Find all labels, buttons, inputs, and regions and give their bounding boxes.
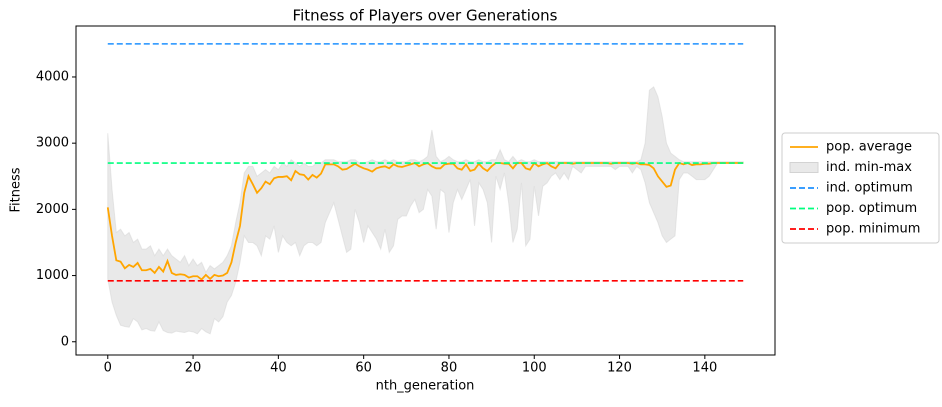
y-tick-label: 1000 — [36, 268, 69, 283]
y-axis-label: Fitness — [9, 167, 24, 212]
plot-frame — [75, 25, 776, 356]
legend-box — [781, 132, 940, 244]
y-tick-label: 3000 — [36, 136, 69, 151]
x-tick-label: 20 — [185, 361, 202, 376]
x-tick-label: 140 — [692, 361, 717, 376]
min-max-band — [107, 86, 744, 335]
legend-label: pop. average — [826, 140, 912, 155]
legend-label: ind. optimum — [826, 181, 913, 196]
chart-title: Fitness of Players over Generations — [293, 7, 558, 25]
y-tick-label: 0 — [61, 334, 69, 349]
y-tick-label: 4000 — [36, 69, 69, 84]
x-tick-label: 120 — [607, 361, 632, 376]
x-tick-label: 0 — [104, 361, 112, 376]
x-axis-label: nth_generation — [376, 379, 475, 394]
x-tick-label: 40 — [270, 361, 287, 376]
legend-swatch — [789, 162, 819, 173]
x-tick-label: 60 — [355, 361, 372, 376]
x-tick-label: 100 — [522, 361, 547, 376]
legend-label: ind. min-max — [826, 160, 912, 175]
legend-label: pop. minimum — [826, 222, 920, 237]
legend-label: pop. optimum — [826, 201, 917, 216]
y-tick-label: 2000 — [36, 202, 69, 217]
x-tick-label: 80 — [441, 361, 458, 376]
